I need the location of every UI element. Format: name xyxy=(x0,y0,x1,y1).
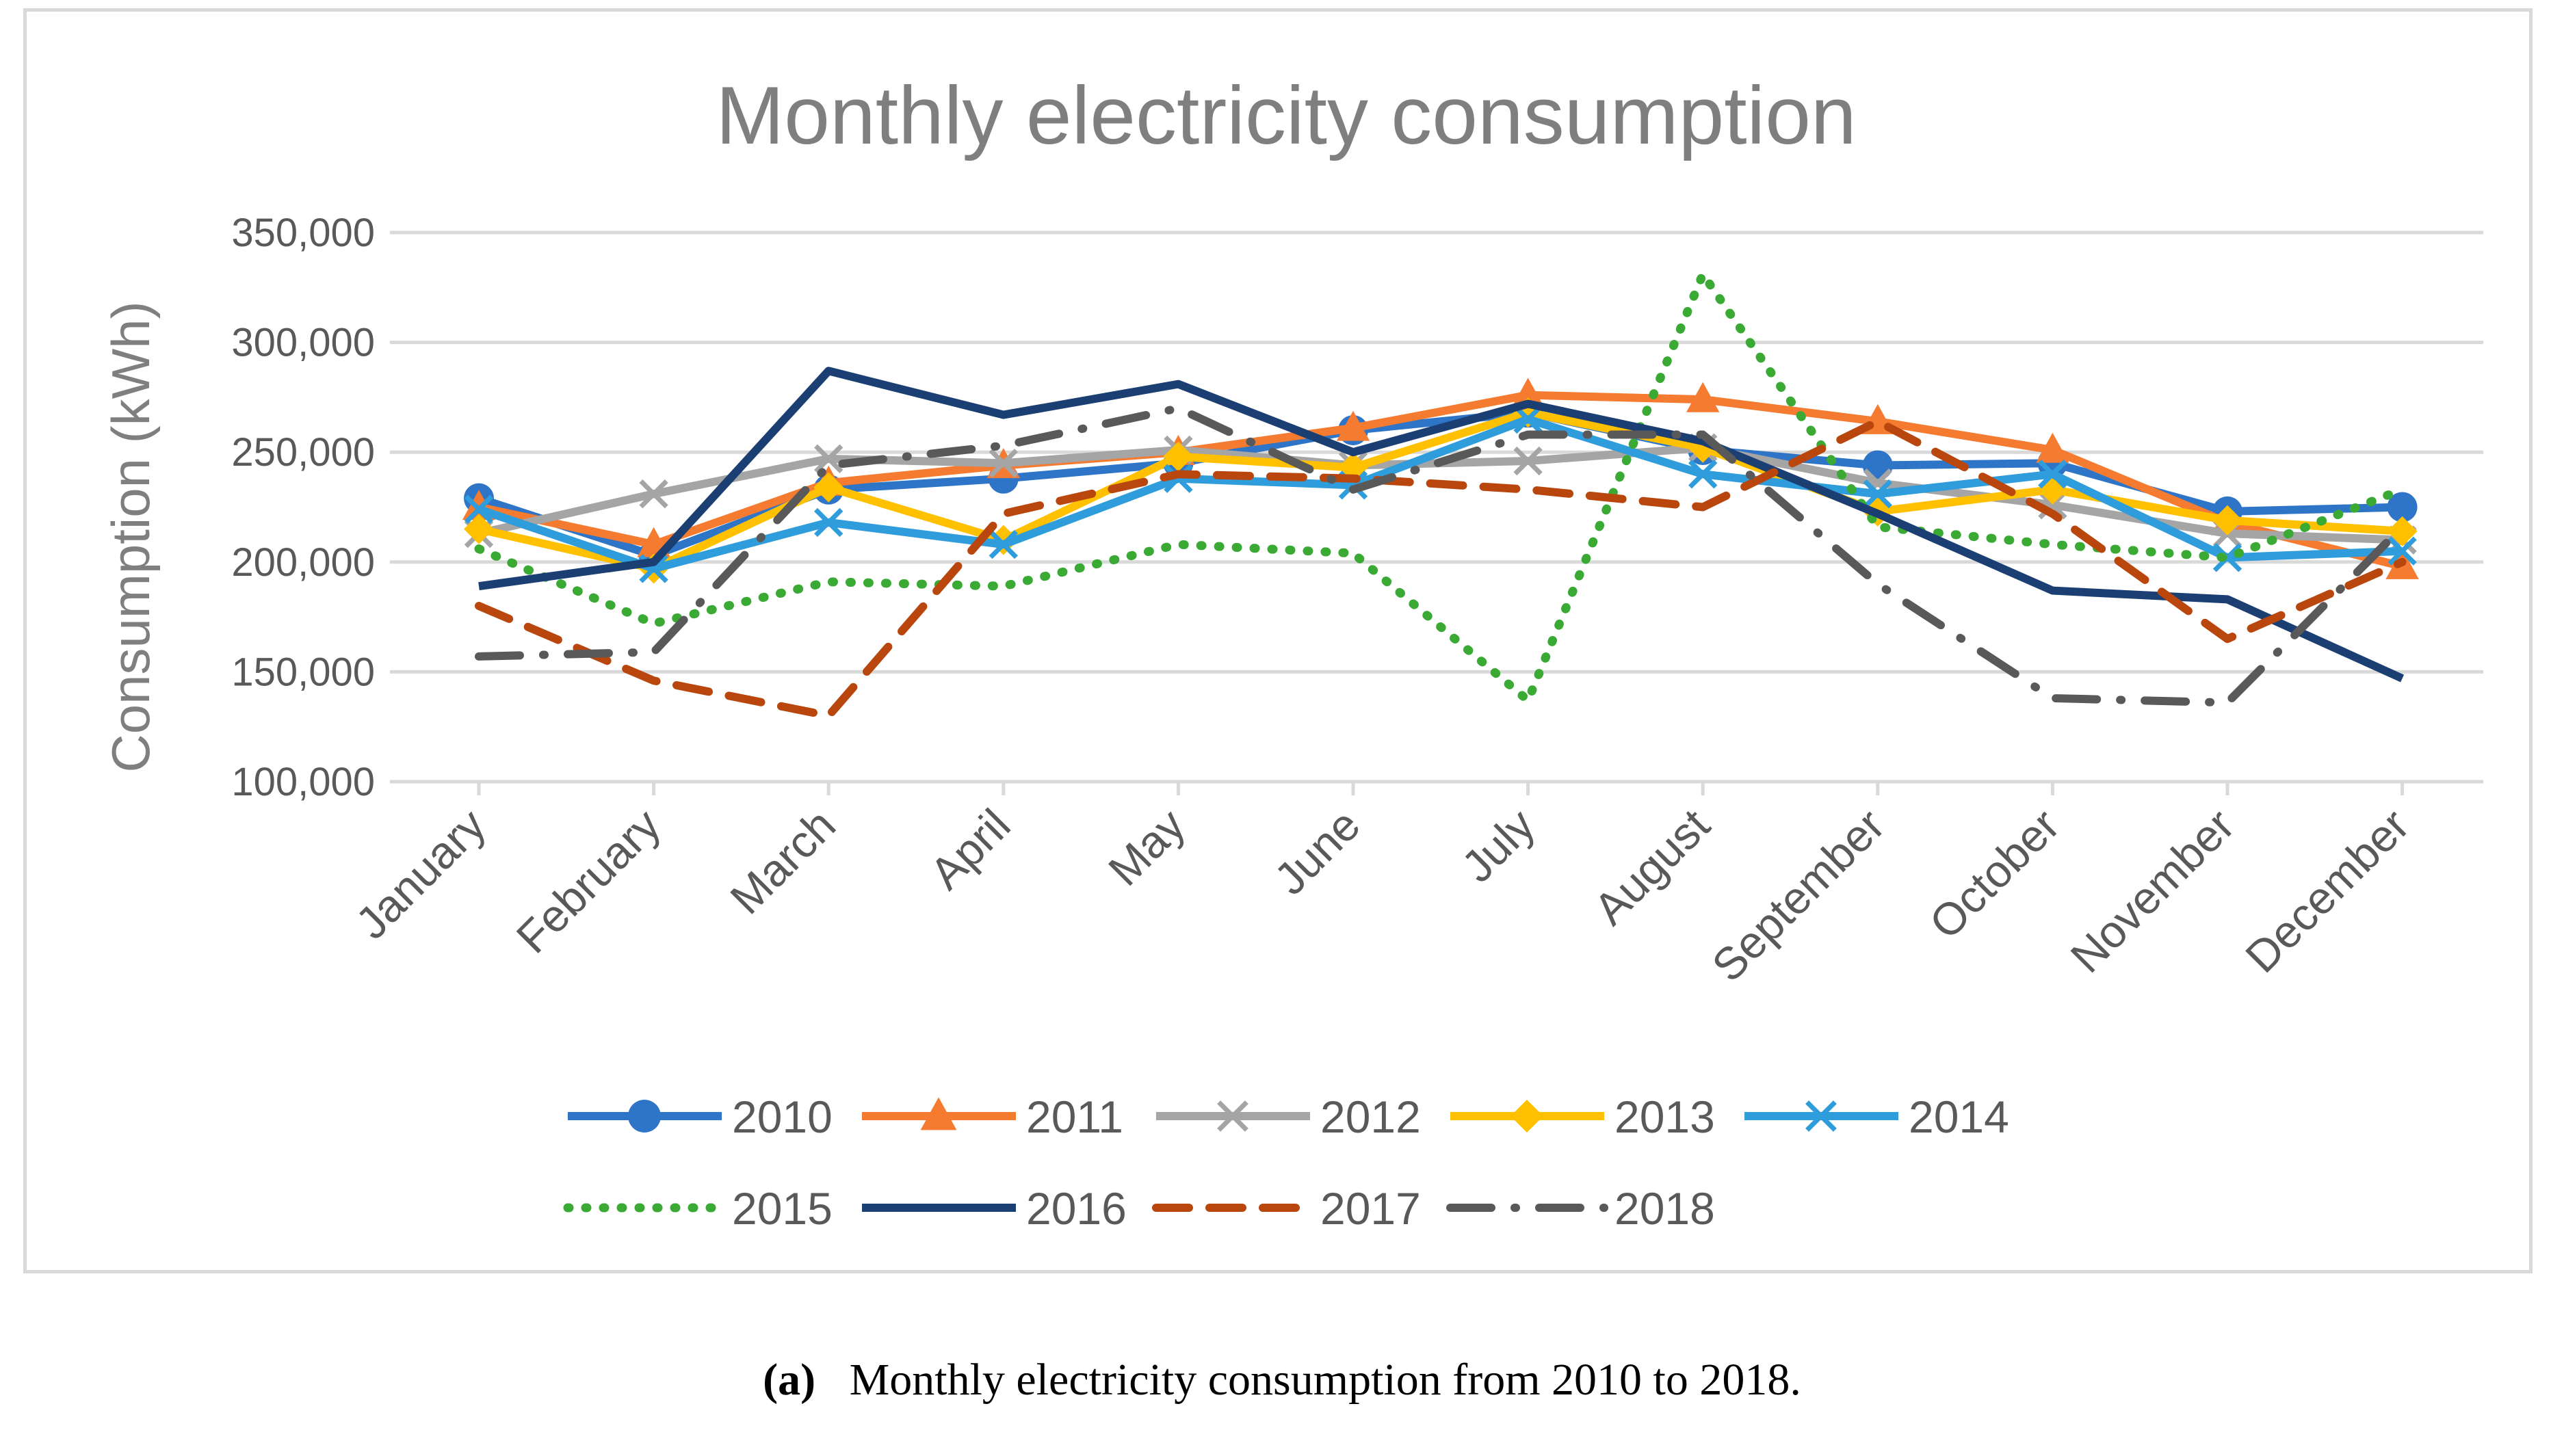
legend-label-2011: 2011 xyxy=(1026,1091,1123,1142)
series-2014 xyxy=(464,404,2417,583)
point-2011-june xyxy=(1336,410,1370,441)
point-2018-september xyxy=(1877,583,1878,584)
point-2013-march xyxy=(813,472,844,503)
point-2013-january xyxy=(464,514,494,544)
y-tick-label-300000: 300,000 xyxy=(231,321,375,365)
point-2013-december xyxy=(2387,516,2418,546)
legend-label-2013: 2013 xyxy=(1614,1091,1715,1142)
series-2017 xyxy=(475,417,2407,720)
point-2014-march xyxy=(814,507,843,538)
point-2013-may xyxy=(1163,441,1194,472)
point-2014-september xyxy=(1863,479,1892,509)
y-axis-label: Consumption (kWh) xyxy=(101,301,161,772)
y-tick-label-350000: 350,000 xyxy=(231,211,375,255)
legend-marker-2014 xyxy=(1805,1100,1837,1132)
series-lines xyxy=(462,269,2419,720)
chart-frame xyxy=(23,8,2533,1273)
legend-marker-2012 xyxy=(1217,1100,1248,1132)
x-tick-label-september: September xyxy=(1702,799,1894,992)
x-tick-label-august: August xyxy=(1584,799,1719,935)
point-2014-november xyxy=(2212,543,2242,572)
point-2012-july xyxy=(1513,446,1543,476)
legend-item-2014: 2014 xyxy=(1744,1091,2009,1142)
series-2018 xyxy=(475,403,2407,707)
legend-marker-2013 xyxy=(1510,1100,1543,1133)
legend-label-2018: 2018 xyxy=(1614,1183,1715,1234)
series-line-2018 xyxy=(475,403,2407,707)
point-2014-december xyxy=(2388,536,2417,566)
legend-item-2016: 2016 xyxy=(862,1183,1127,1234)
legend-item-2015: 2015 xyxy=(563,1183,833,1234)
point-2012-march xyxy=(814,444,843,474)
x-tick-label-march: March xyxy=(720,799,845,924)
legend-label-2015: 2015 xyxy=(732,1183,833,1234)
legend-label-2016: 2016 xyxy=(1026,1183,1127,1234)
y-tick-label-100000: 100,000 xyxy=(231,760,375,804)
x-tick-label-july: July xyxy=(1452,799,1544,892)
legend-label-2017: 2017 xyxy=(1320,1183,1421,1234)
y-tick-labels: 100,000 150,000 200,000 250,000 300,000 350,0… xyxy=(231,211,375,804)
series-line-2016 xyxy=(478,367,2405,683)
point-2014-may xyxy=(1164,464,1193,493)
series-2015 xyxy=(474,269,2407,705)
point-2010-december xyxy=(2387,492,2418,522)
legend-item-2013: 2013 xyxy=(1450,1091,1715,1142)
point-2015-december xyxy=(2402,489,2403,490)
legend-item-2018: 2018 xyxy=(1446,1183,1715,1234)
series-line-2014 xyxy=(478,415,2403,573)
y-tick-label-150000: 150,000 xyxy=(231,650,375,694)
series-line-2015 xyxy=(474,269,2407,705)
x-tick-label-november: November xyxy=(2061,799,2244,983)
x-tick-label-june: June xyxy=(1264,799,1370,905)
legend-label-2014: 2014 xyxy=(1909,1091,2009,1142)
point-2011-july xyxy=(1511,378,1545,408)
series-2016 xyxy=(478,367,2405,683)
x-tick-label-may: May xyxy=(1099,799,1194,895)
caption-text: Monthly electricity consumption from 201… xyxy=(849,1355,1801,1405)
legend: 2010 2011 2012 2013 2014 2015 2016 2017 2018 xyxy=(563,1091,2009,1234)
x-tick-label-april: April xyxy=(920,799,1020,899)
legend-item-2012: 2012 xyxy=(1156,1091,1421,1142)
point-2011-august xyxy=(1686,382,1720,412)
x-tick-labels: January February March April May June July Augu… xyxy=(346,799,2419,992)
caption-label: (a) xyxy=(763,1355,816,1405)
point-2017-march xyxy=(828,715,829,716)
legend-item-2011: 2011 xyxy=(862,1091,1123,1142)
x-tick-label-october: October xyxy=(1920,799,2069,949)
series-line-2017 xyxy=(475,417,2407,720)
x-tick-label-december: December xyxy=(2236,799,2419,983)
point-2014-january xyxy=(464,494,494,524)
legend-item-2017: 2017 xyxy=(1152,1183,1421,1234)
x-tick-label-january: January xyxy=(346,799,495,949)
legend-item-2010: 2010 xyxy=(568,1091,833,1142)
point-2014-april xyxy=(989,529,1018,559)
chart-title: Monthly electricity consumption xyxy=(716,70,1856,161)
point-2010-september xyxy=(1862,450,1893,481)
point-2015-april xyxy=(1003,586,1004,587)
point-2012-february xyxy=(639,479,668,509)
point-2015-october xyxy=(2052,544,2053,545)
point-2014-october xyxy=(2038,460,2067,489)
point-2011-october xyxy=(2036,432,2069,463)
point-2018-november xyxy=(2227,702,2228,703)
point-2012-april xyxy=(989,449,1018,478)
x-tick-label-february: February xyxy=(506,799,670,963)
point-2018-march xyxy=(828,465,829,466)
series-2011 xyxy=(462,378,2419,579)
legend-marker-2011 xyxy=(920,1097,957,1130)
legend-marker-2010 xyxy=(628,1100,661,1133)
point-2014-august xyxy=(1688,460,1718,489)
point-2013-november xyxy=(2212,505,2242,535)
point-2015-february xyxy=(653,623,654,624)
point-2014-july xyxy=(1513,404,1543,434)
legend-label-2012: 2012 xyxy=(1320,1091,1421,1142)
figure-caption: (a) Monthly electricity consumption from… xyxy=(0,1354,2564,1406)
y-tick-label-250000: 250,000 xyxy=(231,430,375,475)
y-tick-label-200000: 200,000 xyxy=(231,540,375,585)
point-2018-april xyxy=(1003,445,1004,446)
legend-label-2010: 2010 xyxy=(732,1091,833,1142)
